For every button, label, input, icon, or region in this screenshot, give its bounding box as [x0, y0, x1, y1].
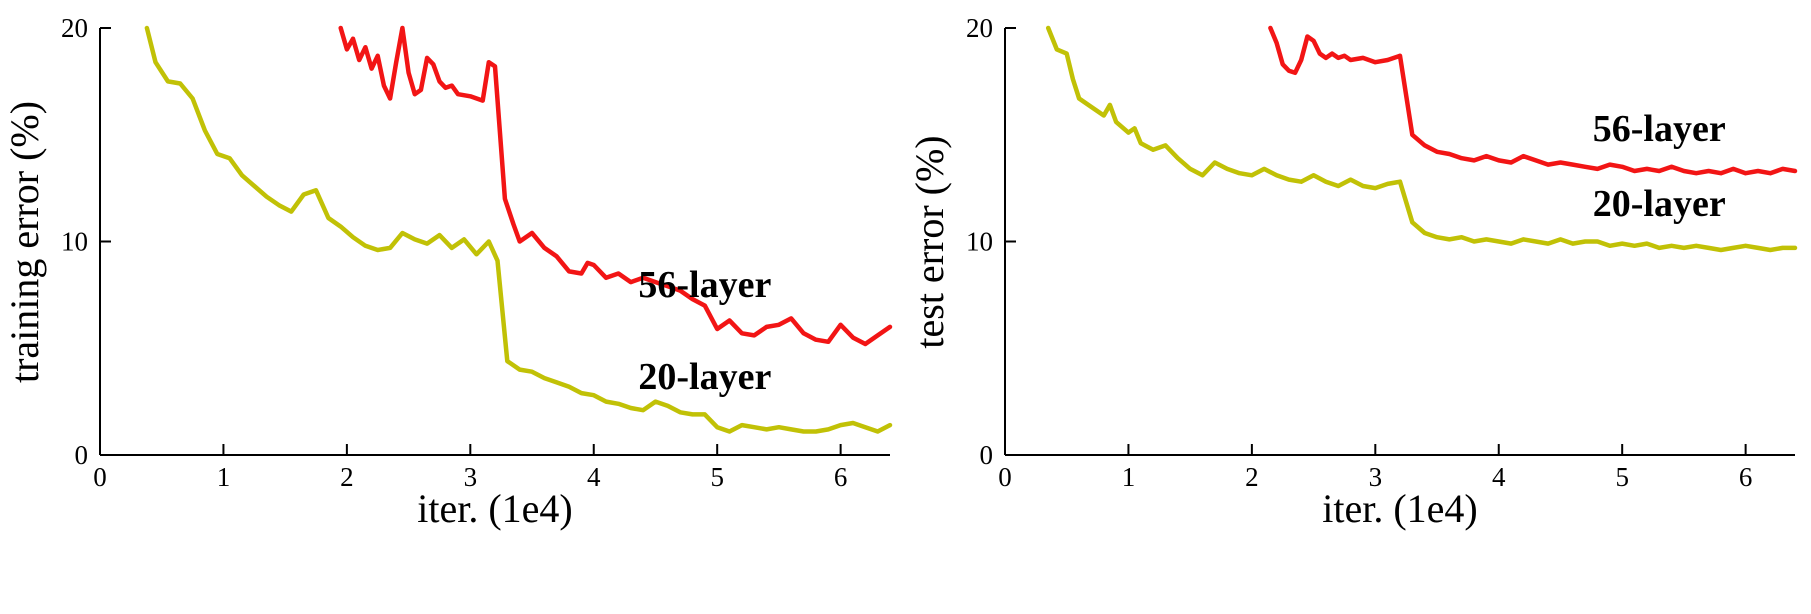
x-tick-label: 6: [834, 462, 848, 492]
x-tick-label: 0: [998, 462, 1012, 492]
y-tick-label: 10: [966, 227, 993, 257]
y-tick-label: 10: [61, 227, 88, 257]
x-tick-label: 4: [587, 462, 601, 492]
annotation-20-layer: 20-layer: [638, 356, 771, 398]
training-error-plot-svg: training error (%) iter. (1e4) 0 10 20 0 1 2 3…: [2, 13, 893, 531]
series-line-20-layer: [144, 25, 893, 434]
annotation-56-layer: 56-layer: [638, 264, 771, 306]
y-tick-label: 0: [75, 440, 89, 470]
plot-area: 0 10 20 0 1 2 3 4 5 6 56-layer 20-layer: [966, 13, 1798, 492]
x-axis-label: iter. (1e4): [417, 486, 573, 531]
plot-area: 0 10 20 0 1 2 3 4 5 6 56-layer 20-layer: [61, 13, 893, 492]
x-axis-label: iter. (1e4): [1322, 486, 1478, 531]
test-error-plot-svg: test error (%) iter. (1e4) 0 10 20 0 1 2 3 4 5 6 5…: [907, 13, 1798, 531]
x-tick-label: 0: [93, 462, 107, 492]
y-axis-label: test error (%): [907, 135, 952, 348]
test-error-chart: test error (%) iter. (1e4) 0 10 20 0 1 2 3 4 5 6 5…: [905, 0, 1810, 614]
x-tick-label: 5: [1615, 462, 1629, 492]
annotation-56-layer: 56-layer: [1593, 108, 1726, 150]
x-tick-label: 2: [1245, 462, 1259, 492]
y-axis-label: training error (%): [2, 101, 47, 383]
series-line-56-layer: [338, 25, 893, 347]
x-tick-label: 1: [1122, 462, 1136, 492]
x-tick-label: 2: [340, 462, 354, 492]
x-tick-label: 3: [464, 462, 478, 492]
x-tick-label: 3: [1369, 462, 1383, 492]
x-tick-label: 4: [1492, 462, 1506, 492]
x-tick-label: 5: [710, 462, 724, 492]
y-tick-label: 20: [61, 13, 88, 43]
y-tick-label: 0: [980, 440, 994, 470]
series-line-20-layer: [1045, 25, 1798, 253]
training-error-chart: training error (%) iter. (1e4) 0 10 20 0 1 2 3…: [0, 0, 905, 614]
x-tick-label: 1: [217, 462, 231, 492]
x-tick-label: 6: [1739, 462, 1753, 492]
series-line-56-layer: [1268, 25, 1798, 176]
annotation-20-layer: 20-layer: [1593, 183, 1726, 225]
y-tick-label: 20: [966, 13, 993, 43]
